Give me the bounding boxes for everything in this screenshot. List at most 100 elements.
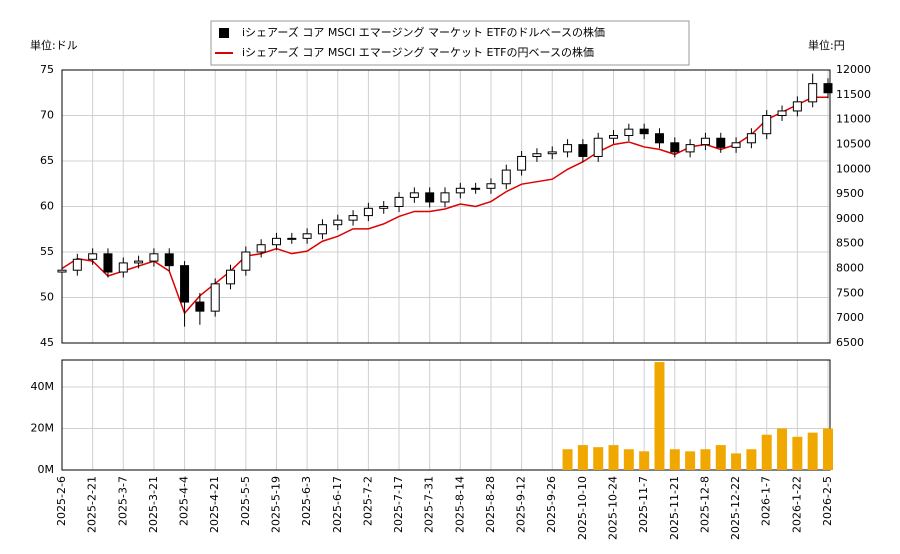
candle-body [746,133,756,144]
legend-marker [219,28,229,38]
volume-bar [807,432,818,470]
candle-body [88,253,98,260]
candle-body [256,244,266,253]
yen-line [61,96,828,315]
x-tick-label: 2025-12-22 [729,476,742,540]
y2-tick-label: 7000 [836,311,864,324]
x-tick-label: 2025-4-4 [178,476,191,526]
candle-body [823,83,833,94]
candle-body [685,144,695,153]
candle-body [471,187,481,190]
candle-body [379,206,389,209]
candle-body [287,237,297,240]
plot-frame [61,69,831,344]
y2-tick-label: 10000 [836,162,871,175]
candle-body [501,169,511,185]
volume-tick-label: 20M [31,421,55,434]
volume-bar [746,449,757,470]
candle-body [241,251,251,271]
x-tick-label: 2025-8-28 [484,476,497,533]
x-tick-label: 2025-2-6 [55,476,68,526]
x-tick-label: 2025-3-7 [116,476,129,526]
y2-tick-label: 6500 [836,336,864,349]
volume-bar [654,362,665,470]
volume-bar [577,445,588,470]
x-tick-label: 2026-1-22 [790,476,803,533]
y2-tick-label: 9000 [836,212,864,225]
candle-body [72,258,82,271]
x-tick-label: 2026-2-5 [821,476,834,526]
candle-body [164,253,174,267]
x-tick-label: 2025-11-7 [637,476,650,533]
x-tick-label: 2025-7-17 [392,476,405,533]
candle-body [440,192,450,203]
y-tick-label: 45 [40,336,54,349]
candle-body [700,137,710,146]
y2-tick-label: 9500 [836,187,864,200]
legend-label: iシェアーズ コア MSCI エマージング マーケット ETFのドルベースの株価 [242,25,605,39]
volume-bar [639,451,650,470]
candle-body [578,144,588,157]
candle-body [425,192,435,203]
volume-tick-label: 0M [38,463,55,476]
candle-body [639,128,649,135]
candle-body [716,137,726,148]
volume-bar [562,449,573,470]
y-tick-label: 75 [40,63,54,76]
candle-body [333,219,343,226]
y2-tick-label: 12000 [836,63,871,76]
x-tick-label: 2025-7-2 [361,476,374,526]
candle-body [609,135,619,139]
volume-bar [715,445,726,470]
candle-body [103,253,113,273]
volume-tick-label: 40M [31,380,55,393]
volume-bar [792,436,803,470]
x-tick-label: 2026-1-7 [760,476,773,526]
x-tick-label: 2025-4-21 [208,476,221,533]
x-tick-label: 2025-6-3 [300,476,313,526]
x-tick-label: 2025-2-21 [86,476,99,533]
y-tick-label: 55 [40,245,54,258]
y2-tick-label: 11000 [836,113,871,126]
volume-bar [823,428,833,470]
x-tick-label: 2025-6-17 [331,476,344,533]
x-tick-label: 2025-9-12 [515,476,528,533]
y-tick-label: 65 [40,154,54,167]
candle-body [593,137,603,157]
volume-frame [61,359,831,471]
candle-body [654,133,664,144]
volume-bar [593,447,604,470]
x-tick-label: 2025-3-21 [147,476,160,533]
volume-bar [761,434,772,470]
x-tick-label: 2025-7-31 [423,476,436,533]
candle-body [547,151,557,155]
x-tick-label: 2025-10-24 [607,476,620,540]
x-tick-label: 2025-11-21 [668,476,681,540]
candle-body [777,110,787,116]
volume-bar [700,449,711,470]
candle-body [149,253,159,262]
candle-body [348,215,358,221]
x-tick-label: 2025-8-14 [453,476,466,533]
y2-tick-label: 8000 [836,262,864,275]
volume-bar [731,453,742,470]
candle-body [409,192,419,198]
y2-tick-label: 7500 [836,286,864,299]
candle-body [517,155,527,171]
volume-bar [669,449,680,470]
candle-body [808,83,818,103]
candle-body [317,224,327,235]
y-axis-label: 単位:ドル [30,38,78,52]
candle-body [118,262,128,273]
candle-body [670,142,680,153]
candle-body [731,142,741,148]
x-tick-label: 2025-5-5 [239,476,252,526]
candle-body [486,183,496,189]
x-tick-label: 2025-10-10 [576,476,589,540]
candle-body [134,260,144,264]
x-tick-label: 2025-9-26 [545,476,558,533]
y-tick-label: 50 [40,291,54,304]
candle-body [363,207,373,217]
candle-body [57,269,67,273]
